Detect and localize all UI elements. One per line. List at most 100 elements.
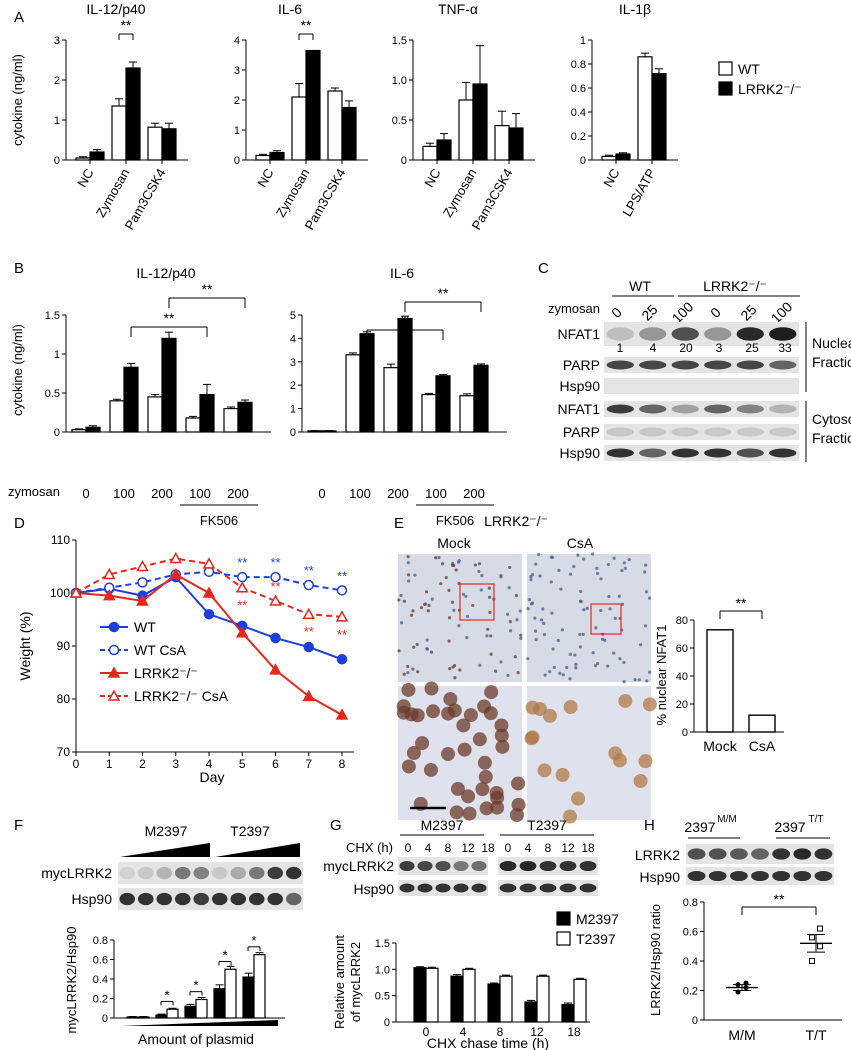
d-point bbox=[102, 589, 116, 601]
e-cell bbox=[537, 552, 541, 557]
h-blot-band bbox=[708, 870, 727, 882]
g-group-label: M2397 bbox=[421, 817, 464, 833]
e-zoom-box bbox=[459, 583, 495, 621]
b-chart-y-tick-label: 4 bbox=[290, 333, 296, 345]
c-quant-label: 1 bbox=[617, 341, 624, 355]
a-chart-y-tick-label: 1 bbox=[54, 115, 60, 127]
h-x-label: T/T bbox=[806, 1027, 827, 1043]
e-cell bbox=[613, 616, 617, 620]
e-cell bbox=[555, 767, 570, 782]
e-cell bbox=[416, 670, 420, 674]
e-cell bbox=[595, 571, 600, 576]
h-blot-band bbox=[751, 848, 769, 860]
c-row-label: Hsp90 bbox=[560, 378, 601, 394]
e-cell bbox=[542, 633, 547, 637]
e-cell bbox=[637, 678, 641, 682]
h-point bbox=[817, 943, 823, 950]
c-quant-label: 33 bbox=[778, 341, 792, 355]
legend-label: WT bbox=[738, 61, 760, 77]
a-chart-y-tick-label: 3 bbox=[54, 35, 60, 47]
e-cell bbox=[409, 613, 414, 617]
e-cell bbox=[456, 560, 461, 564]
e-cell bbox=[453, 676, 457, 680]
b-significance: ** bbox=[202, 281, 213, 297]
c-blot-band bbox=[769, 327, 797, 341]
g-legend-swatch bbox=[556, 931, 571, 946]
e-cell bbox=[519, 636, 523, 640]
d-legend-label: WT CsA bbox=[134, 642, 187, 658]
h-point bbox=[817, 925, 823, 932]
h-chart-y-tick-label: 0 bbox=[692, 1015, 698, 1027]
d-point bbox=[237, 571, 248, 583]
a-chart-y-tick-label: 0.8 bbox=[571, 59, 586, 71]
b-bar bbox=[397, 317, 413, 433]
f-blot-band bbox=[285, 866, 302, 880]
g-blot-band bbox=[399, 883, 415, 893]
b-x-label: 200 bbox=[227, 486, 249, 501]
d-point bbox=[303, 579, 314, 591]
d-point bbox=[303, 641, 314, 653]
a-bar bbox=[637, 56, 653, 161]
e-cell bbox=[594, 626, 598, 630]
c-blot-band bbox=[671, 448, 699, 458]
g-blot-band bbox=[559, 860, 577, 872]
c-blot-band bbox=[769, 427, 797, 437]
e-cell bbox=[582, 557, 586, 561]
e-cell bbox=[465, 635, 469, 640]
h-blot-band bbox=[751, 870, 769, 882]
g-blot-band bbox=[435, 860, 451, 872]
b-bar bbox=[237, 401, 253, 433]
g-chart-y-tick-label: 1.5 bbox=[375, 938, 390, 950]
f-blot-band bbox=[230, 892, 247, 906]
a-bar bbox=[436, 139, 452, 161]
e-cell bbox=[450, 781, 465, 796]
a-chart-y-tick-label: 0 bbox=[234, 155, 240, 167]
c-blot-band bbox=[606, 448, 634, 458]
d-legend-marker bbox=[108, 621, 120, 633]
e-cell bbox=[486, 627, 490, 631]
d-legend-label: WT bbox=[134, 619, 156, 635]
g-x-tick-label: 0 bbox=[423, 1025, 430, 1039]
h-chart-y-tick-label: 0.2 bbox=[683, 986, 698, 998]
f-bar bbox=[137, 1016, 150, 1019]
e-chart-y-tick-label: 60 bbox=[676, 643, 688, 655]
e-cell bbox=[534, 562, 538, 566]
d-point bbox=[169, 567, 183, 580]
a-chart-y-tick-label: 0.2 bbox=[571, 131, 586, 143]
a-x-tick-label: LPS/ATP bbox=[619, 166, 658, 219]
g-timepoint-label: 4 bbox=[425, 841, 432, 855]
e-cell bbox=[399, 593, 403, 598]
e-cell bbox=[406, 746, 421, 761]
h-chart-y-tick-label: 0.4 bbox=[683, 956, 698, 968]
e-cell bbox=[561, 673, 565, 677]
e-cell bbox=[622, 561, 626, 565]
e-cell bbox=[479, 801, 494, 816]
c-blot-band bbox=[639, 404, 667, 414]
h-blot-band bbox=[772, 870, 791, 882]
g-legend-label: T2397 bbox=[576, 931, 616, 947]
c-fraction-label: Cytosol bbox=[812, 411, 851, 427]
e-cell bbox=[617, 594, 621, 598]
e-cell bbox=[581, 632, 585, 636]
e-cell bbox=[477, 569, 481, 574]
legend-swatch bbox=[718, 61, 733, 76]
e-cell bbox=[633, 678, 637, 682]
b-x-label: 200 bbox=[151, 486, 173, 501]
g-group-label: T2397 bbox=[527, 817, 567, 833]
e-cell bbox=[548, 670, 552, 674]
g-bar bbox=[561, 1004, 575, 1023]
g-legend-swatch bbox=[556, 911, 571, 926]
c-blot-band bbox=[671, 360, 699, 370]
e-micrograph bbox=[527, 686, 651, 820]
e-cell bbox=[533, 616, 537, 620]
e-cell bbox=[565, 665, 569, 670]
a-chart-title: TNF-α bbox=[438, 1, 478, 17]
a-bar bbox=[615, 153, 631, 161]
f-row-label: mycLRRK2 bbox=[41, 865, 112, 881]
e-cell bbox=[529, 602, 534, 606]
f-blot-band bbox=[211, 892, 228, 906]
b-chart-y-tick-label: 0 bbox=[54, 427, 60, 439]
a-significance: ** bbox=[301, 17, 312, 33]
a-chart-y-tick-label: 0.6 bbox=[571, 83, 586, 95]
b-x-label: 0 bbox=[82, 486, 89, 501]
